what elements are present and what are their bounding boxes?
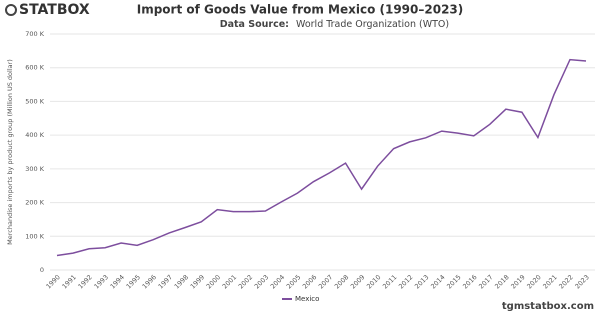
x-tick-label: 2019 — [509, 273, 526, 290]
y-tick-label: 600 K — [25, 64, 44, 72]
x-tick-label: 2005 — [285, 273, 302, 290]
subtitle: Data Source: World Trade Organization (W… — [220, 19, 449, 30]
y-tick-label: 500 K — [25, 97, 44, 105]
y-axis-label: Merchandise imports by product group (Mi… — [6, 59, 14, 245]
y-tick-label: 400 K — [25, 131, 44, 139]
x-tick-label: 1996 — [141, 273, 158, 290]
source: World Trade Organization (WTO) — [296, 19, 449, 30]
x-tick-label: 2018 — [493, 273, 510, 290]
x-tick-label: 2015 — [445, 273, 462, 290]
y-tick-label: 300 K — [25, 165, 44, 173]
x-tick-label: 2023 — [573, 273, 590, 290]
x-tick-label: 2013 — [413, 273, 430, 290]
x-tick-label: 2009 — [349, 273, 366, 290]
x-tick-label: 2017 — [477, 273, 494, 290]
brand: STATBOX — [19, 2, 90, 18]
x-tick-label: 1995 — [125, 273, 142, 290]
x-tick-label: 1990 — [44, 273, 61, 290]
x-tick-label: 2010 — [365, 273, 382, 290]
x-tick-label: 2008 — [333, 273, 350, 290]
footer: tgmstatbox.com — [502, 301, 594, 312]
x-tick-label: 2006 — [301, 273, 318, 290]
x-tick-label: 2001 — [221, 273, 238, 290]
brand-logo: STATBOX — [5, 2, 90, 18]
x-tick-label: 2003 — [253, 273, 270, 290]
source-label: Data Source: — [220, 19, 289, 30]
y-tick-label: 0 — [40, 266, 44, 274]
x-tick-label: 2021 — [541, 273, 558, 290]
x-tick-label: 1998 — [173, 273, 190, 290]
x-tick-label: 1993 — [93, 273, 110, 290]
logo-icon — [5, 4, 17, 16]
x-tick-label: 2000 — [205, 273, 222, 290]
legend-label: Mexico — [295, 295, 319, 303]
y-tick-label: 100 K — [25, 232, 44, 240]
x-tick-label: 2022 — [557, 273, 574, 290]
x-tick-label: 2020 — [525, 273, 542, 290]
x-tick-label: 2004 — [269, 273, 286, 290]
x-tick-label: 1999 — [189, 273, 206, 290]
y-tick-label: 200 K — [25, 199, 44, 207]
x-tick-label: 2002 — [237, 273, 254, 290]
data-line — [56, 58, 587, 257]
x-tick-label: 2011 — [381, 273, 398, 290]
x-tick-label: 2014 — [429, 273, 446, 290]
x-tick-label: 1997 — [157, 273, 174, 290]
y-tick-label: 700 K — [25, 30, 44, 38]
x-tick-label: 1991 — [61, 273, 78, 290]
x-tick-label: 2007 — [317, 273, 334, 290]
x-tick-label: 1994 — [109, 273, 126, 290]
chart-title: Import of Goods Value from Mexico (1990–… — [137, 3, 464, 17]
x-tick-label: 2012 — [397, 273, 414, 290]
x-tick-label: 1992 — [77, 273, 94, 290]
x-tick-label: 2016 — [461, 273, 478, 290]
